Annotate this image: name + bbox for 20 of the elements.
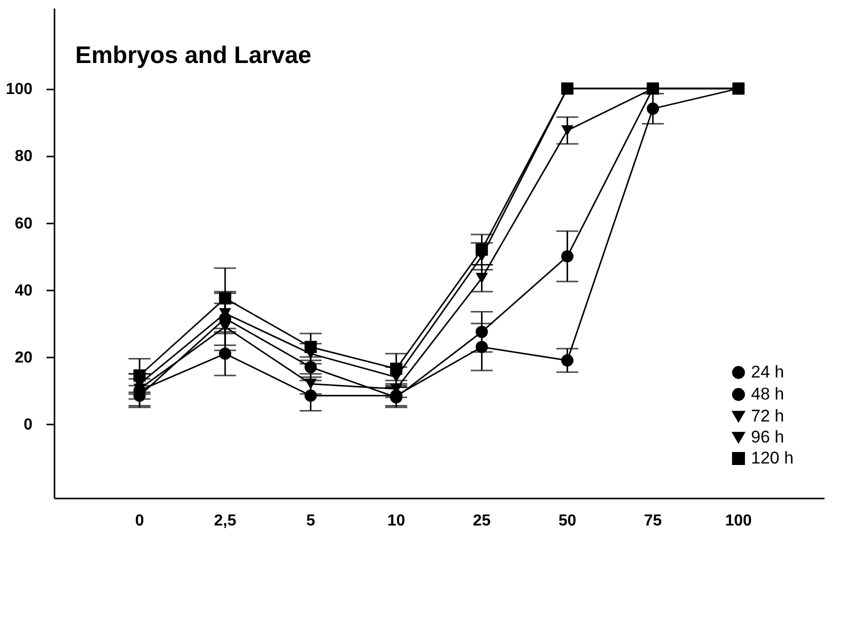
y-tick-label: 60 (14, 215, 33, 232)
legend-label: 96 h (751, 428, 784, 446)
x-tick-label: 2,5 (214, 512, 236, 530)
y-tick-label: 100 (6, 81, 33, 98)
y-tick-label: 0 (24, 416, 33, 434)
x-tick-label: 100 (725, 512, 752, 530)
legend-label: 48 h (751, 384, 784, 404)
y-tick-label: 40 (14, 282, 33, 300)
x-tick-label: 10 (387, 512, 406, 530)
x-tick-label: 5 (306, 512, 316, 530)
legend-label: 120 h (751, 448, 794, 468)
x-tick-label: 50 (558, 512, 576, 530)
text: Embryos and Larvae (75, 42, 312, 69)
legend-label: 24 h (751, 362, 784, 382)
x-tick-label: 25 (472, 512, 491, 530)
legend-label: 72 h (751, 406, 784, 426)
x-tick-label: 75 (644, 512, 662, 530)
x-tick-label: 0 (135, 512, 144, 530)
y-tick-label: 20 (14, 350, 33, 367)
y-tick-label: 80 (14, 148, 33, 166)
